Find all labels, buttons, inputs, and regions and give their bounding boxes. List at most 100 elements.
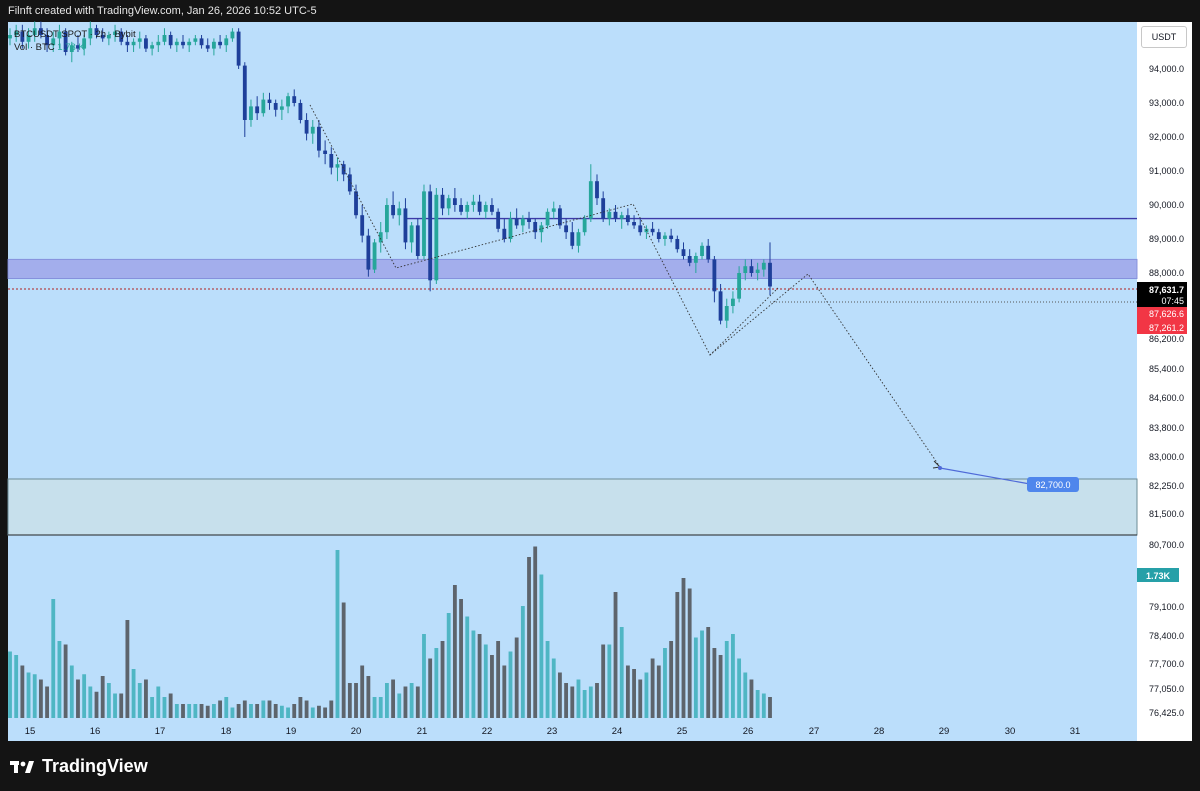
- candle[interactable]: [465, 205, 470, 212]
- volume-bar[interactable]: [712, 648, 717, 718]
- candle[interactable]: [236, 31, 241, 66]
- volume-bar[interactable]: [69, 665, 74, 719]
- candle[interactable]: [144, 38, 148, 49]
- candle[interactable]: [310, 126, 315, 134]
- candle[interactable]: [397, 208, 402, 216]
- volume-bar[interactable]: [477, 634, 482, 718]
- volume-bar[interactable]: [26, 672, 31, 719]
- candle[interactable]: [502, 228, 507, 239]
- volume-bar[interactable]: [551, 658, 556, 719]
- candle[interactable]: [675, 239, 680, 250]
- candle[interactable]: [360, 215, 365, 236]
- candle[interactable]: [588, 181, 593, 219]
- volume-bar[interactable]: [755, 690, 760, 718]
- candle[interactable]: [88, 28, 93, 39]
- candle[interactable]: [193, 38, 198, 42]
- volume-bar[interactable]: [681, 578, 686, 718]
- volume-bar[interactable]: [279, 705, 284, 718]
- volume-bar[interactable]: [508, 651, 513, 719]
- candle[interactable]: [57, 31, 62, 39]
- volume-bar[interactable]: [14, 655, 19, 718]
- volume-bar[interactable]: [582, 690, 587, 718]
- volume-bar[interactable]: [731, 634, 735, 718]
- volume-bar[interactable]: [45, 686, 49, 719]
- candle[interactable]: [483, 205, 488, 212]
- volume-bar[interactable]: [502, 665, 507, 719]
- volume-bar[interactable]: [131, 669, 136, 718]
- candle[interactable]: [255, 106, 260, 114]
- volume-bar[interactable]: [205, 705, 210, 718]
- candle[interactable]: [341, 164, 346, 175]
- volume-bar[interactable]: [434, 648, 439, 718]
- volume-bar[interactable]: [490, 655, 494, 718]
- volume-bar[interactable]: [601, 644, 606, 719]
- candle[interactable]: [768, 262, 772, 287]
- candle[interactable]: [8, 35, 12, 39]
- volume-bar[interactable]: [409, 683, 414, 718]
- volume-bar[interactable]: [119, 693, 124, 719]
- candle[interactable]: [32, 28, 37, 35]
- candle[interactable]: [292, 96, 297, 103]
- volume-bar[interactable]: [768, 697, 772, 718]
- candle[interactable]: [638, 225, 643, 233]
- candle[interactable]: [632, 222, 636, 226]
- volume-bar[interactable]: [267, 700, 272, 719]
- volume-bar[interactable]: [261, 700, 266, 719]
- candle[interactable]: [82, 38, 87, 49]
- volume-bar[interactable]: [761, 693, 766, 719]
- volume-bar[interactable]: [452, 585, 457, 718]
- volume-bar[interactable]: [644, 672, 649, 719]
- tradingview-logo[interactable]: TradingView: [10, 756, 148, 777]
- volume-bar[interactable]: [298, 697, 303, 718]
- candle[interactable]: [539, 225, 544, 233]
- volume-bar[interactable]: [706, 627, 711, 718]
- projection-path[interactable]: [309, 104, 941, 468]
- volume-bar[interactable]: [273, 704, 278, 718]
- candle[interactable]: [347, 174, 352, 192]
- candle[interactable]: [440, 194, 445, 209]
- volume-bar[interactable]: [57, 641, 62, 718]
- volume-bar[interactable]: [459, 599, 463, 718]
- volume-bar[interactable]: [465, 616, 470, 719]
- price-axis[interactable]: [1137, 22, 1192, 741]
- volume-bar[interactable]: [224, 697, 229, 718]
- candle[interactable]: [242, 65, 247, 120]
- candle[interactable]: [323, 150, 328, 154]
- volume-bar[interactable]: [391, 679, 396, 719]
- candle[interactable]: [613, 211, 618, 219]
- volume-bar[interactable]: [162, 697, 167, 718]
- volume-bar[interactable]: [354, 683, 358, 718]
- volume-bar[interactable]: [607, 644, 612, 719]
- volume-bar[interactable]: [82, 674, 87, 718]
- candle[interactable]: [607, 211, 612, 219]
- candle[interactable]: [317, 126, 321, 151]
- candle[interactable]: [570, 232, 575, 246]
- volume-bar[interactable]: [236, 704, 241, 718]
- candle[interactable]: [45, 35, 49, 46]
- candle[interactable]: [724, 306, 729, 321]
- volume-bar[interactable]: [650, 658, 655, 719]
- candle[interactable]: [669, 235, 674, 239]
- volume-bar[interactable]: [292, 704, 297, 718]
- volume-bar[interactable]: [317, 705, 321, 718]
- candle[interactable]: [706, 245, 711, 260]
- volume-bar[interactable]: [632, 669, 636, 718]
- supply-zone[interactable]: [7, 258, 1138, 279]
- volume-bar[interactable]: [595, 683, 599, 718]
- candle[interactable]: [409, 225, 414, 243]
- volume-bar[interactable]: [533, 546, 538, 719]
- volume-bar[interactable]: [749, 679, 754, 719]
- candle[interactable]: [545, 211, 550, 226]
- candle[interactable]: [663, 235, 667, 239]
- candle[interactable]: [38, 28, 43, 35]
- candle[interactable]: [378, 232, 383, 243]
- volume-bar[interactable]: [471, 630, 476, 719]
- candle[interactable]: [558, 208, 562, 226]
- volume-bar[interactable]: [193, 704, 198, 718]
- volume-bar[interactable]: [724, 641, 729, 718]
- candle[interactable]: [125, 41, 130, 46]
- volume-bar[interactable]: [422, 634, 426, 718]
- candle[interactable]: [625, 215, 630, 222]
- volume-bar[interactable]: [378, 697, 383, 718]
- volume-bar[interactable]: [415, 686, 420, 719]
